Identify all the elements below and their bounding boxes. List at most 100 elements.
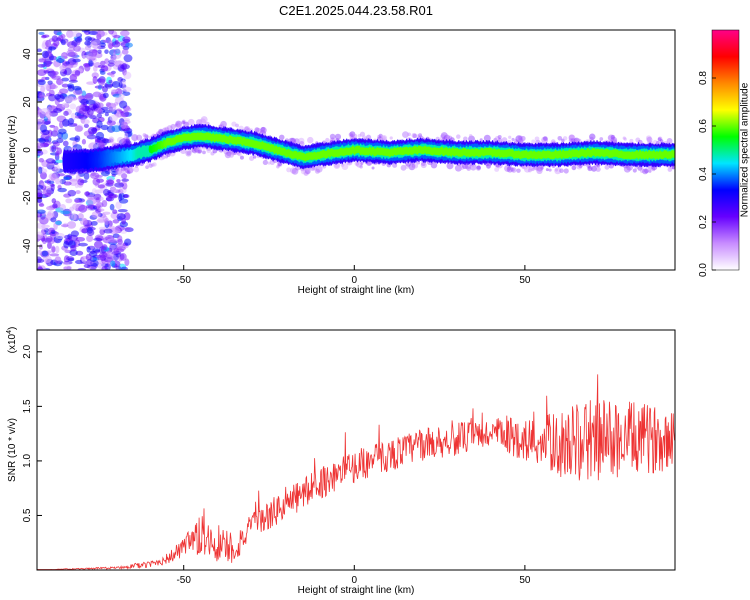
ridge-halo [604,164,610,170]
noise-blob [39,124,48,133]
ridge-halo [454,164,462,172]
noise-blob [63,110,69,116]
ridge-halo [510,167,515,172]
noise-blob [61,77,70,82]
noise-blob [83,260,94,266]
noise-blob [37,231,44,240]
noise-blob [74,70,81,76]
y-tick-label: 40 [22,48,33,60]
noise-blob [112,227,121,234]
noise-blob [112,209,118,215]
noise-blob [106,179,115,185]
noise-blob [69,206,75,212]
noise-blob [72,203,80,210]
noise-blob [107,62,115,67]
ridge-halo [244,126,249,132]
y-tick-label: -40 [22,238,33,253]
noise-blob [115,243,124,250]
noise-blob [119,100,128,109]
ridge-halo [657,137,662,142]
ridge-halo [237,151,242,157]
ridge-halo [239,155,244,160]
noise-blob [88,30,99,35]
ridge-halo [440,132,448,140]
ridge-halo [294,138,300,144]
colorbar-ticks: 0.0 0.2 0.4 0.6 0.8 [698,71,716,277]
ridge-halo [407,132,411,137]
ridge-halo [262,159,268,166]
noise-blob [78,204,88,213]
noise-blob [87,126,98,135]
ridge-halo [202,150,206,155]
noise-blob [99,228,106,236]
noise-blob [48,46,57,51]
noise-blob [85,253,92,261]
noise-blob [48,180,55,184]
ridge-halo [408,163,416,171]
ridge-halo [357,133,362,138]
noise-blob [70,244,77,252]
noise-blob [109,203,115,211]
colorbar-tick-label: 0.0 [698,263,709,277]
ridge-halo [210,151,215,156]
noise-blob [64,95,74,103]
noise-blob [99,70,106,75]
ridge-halo [667,167,673,172]
ridge-halo [591,165,597,172]
ridge-halo [520,136,526,141]
snr-y-ticks: 0.5 1.0 1.5 2.0 [22,344,42,522]
noise-blob [101,106,109,111]
noise-blob [62,118,70,127]
noise-blob [96,113,103,119]
noise-blob [121,49,129,55]
ridge-halo [531,139,536,144]
ridge-halo [469,163,477,171]
noise-blob [71,212,77,221]
noise-blob [69,249,78,257]
noise-blob [49,124,56,128]
ridge-halo [521,165,525,170]
ridge-halo [231,121,237,127]
ridge-halo [494,167,500,172]
snr-y-multiplier: (x104) [6,327,18,354]
ridge-halo [400,164,407,171]
ridge-halo [267,161,271,165]
noise-blob [43,70,50,74]
noise-blob [41,50,49,59]
ridge-halo [120,166,128,174]
ridge-halo [300,168,307,175]
ridge-halo [151,133,156,138]
noise-blob [104,83,114,87]
noise-blob [37,256,42,263]
noise-blob [47,80,53,85]
ridge-halo [124,168,131,174]
x-tick-label: 50 [519,575,531,586]
colorbar-gradient [711,29,740,271]
ridge-halo [182,119,186,123]
noise-blob [55,220,62,225]
ridge-halo [304,168,311,175]
ridge-halo [334,133,342,140]
noise-blob [84,191,90,197]
ridge-halo [651,167,656,172]
ridge-halo [174,123,179,128]
ridge-halo [175,120,182,128]
noise-blob [66,256,75,261]
snr-frame [36,329,676,571]
ridge-halo [635,137,641,143]
noise-blob [59,88,69,94]
noise-blob [67,189,77,197]
noise-blob [118,193,123,202]
ridge-halo [115,167,123,175]
ridge-halo [125,137,130,142]
ridge-halo [518,135,523,140]
ridge-halo [197,149,202,154]
ridge-halo [412,133,417,139]
snr-series-line [37,374,675,570]
noise-blob [79,95,88,100]
noise-blob [86,198,97,205]
ridge-halo [517,137,524,144]
noise-blob [121,63,128,70]
ridge-halo [156,131,161,136]
x-tick-label: 0 [352,275,358,286]
